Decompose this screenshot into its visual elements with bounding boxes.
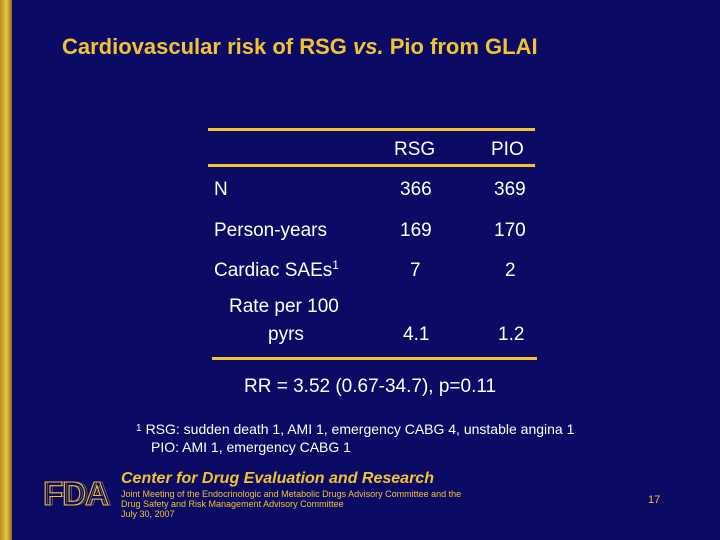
footer-meeting: Joint Meeting of the Endocrinologic and …	[121, 489, 461, 519]
footnote-line-1: 1 RSG: sudden death 1, AMI 1, emergency C…	[136, 420, 574, 438]
cell-cardiac-saes-rsg: 7	[410, 260, 421, 281]
title-part-1: Cardiovascular risk of RSG	[62, 34, 353, 59]
row-label-person-years: Person-years	[214, 220, 327, 241]
table-bottom-rule	[212, 357, 537, 360]
title-vs: vs.	[353, 34, 384, 59]
footnote-mark: 1	[136, 423, 142, 434]
cell-rate-rsg: 4.1	[403, 324, 430, 345]
cardiac-saes-superscript: 1	[332, 258, 339, 272]
footnote-text-1: RSG: sudden death 1, AMI 1, emergency CA…	[145, 421, 575, 437]
meeting-date: July 30, 2007	[121, 509, 175, 519]
left-accent-bar	[0, 0, 12, 540]
column-header-rsg: RSG	[394, 139, 436, 160]
row-label-rate-line2: pyrs	[268, 324, 304, 345]
title-part-2: Pio from GLAI	[383, 34, 538, 59]
page-number: 17	[648, 494, 661, 506]
meeting-line-1: Joint Meeting of the Endocrinologic and …	[121, 489, 462, 499]
meeting-line-2: Drug Safety and Risk Management Advisory…	[121, 499, 344, 509]
footnote-line-2: PIO: AMI 1, emergency CABG 1	[151, 439, 351, 455]
fda-logo-text: FDA	[43, 475, 108, 510]
footer-center-name: Center for Drug Evaluation and Research	[121, 470, 434, 487]
cell-person-years-rsg: 169	[400, 220, 432, 241]
footnote: 1 RSG: sudden death 1, AMI 1, emergency C…	[136, 420, 574, 456]
table-top-rule	[208, 128, 535, 131]
relative-risk-text: RR = 3.52 (0.67-34.7), p=0.11	[244, 376, 497, 397]
cell-n-pio: 369	[494, 179, 526, 200]
svg-text:FDA: FDA	[46, 475, 111, 510]
cell-rate-pio: 1.2	[498, 324, 525, 345]
cell-person-years-pio: 170	[494, 220, 526, 241]
header-rule	[208, 164, 535, 167]
cell-cardiac-saes-pio: 2	[505, 260, 516, 281]
row-label-n: N	[214, 179, 228, 200]
fda-logo-icon: FDA FDA	[42, 474, 111, 510]
row-label-cardiac-saes: Cardiac SAEs1	[214, 258, 339, 282]
cardiac-saes-text: Cardiac SAEs	[214, 260, 333, 281]
slide-title: Cardiovascular risk of RSG vs. Pio from …	[62, 34, 538, 60]
row-label-rate-line1: Rate per 100	[229, 296, 339, 317]
cell-n-rsg: 366	[400, 179, 432, 200]
column-header-pio: PIO	[491, 139, 524, 160]
